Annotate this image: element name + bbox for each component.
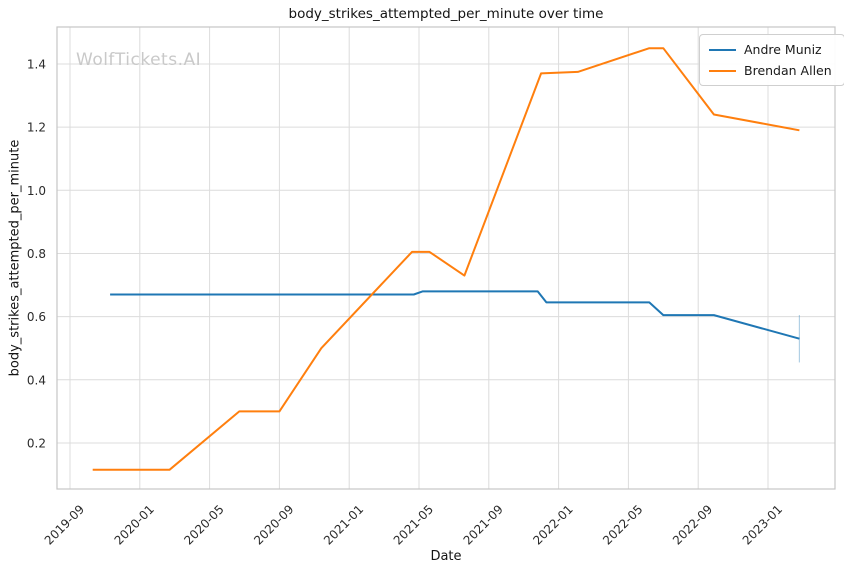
legend-line-swatch-blue — [709, 48, 736, 51]
y-tick-label: 0.4 — [27, 373, 46, 387]
x-axis-label: Date — [430, 549, 462, 564]
y-tick-label: 0.8 — [27, 247, 46, 261]
legend: Andre Muniz Brendan Allen — [699, 34, 844, 86]
legend-line-swatch-orange — [709, 69, 736, 72]
y-tick-label: 0.2 — [27, 436, 46, 450]
series-line-andre-muniz — [110, 290, 800, 340]
legend-label: Andre Muniz — [744, 42, 822, 57]
y-tick-label: 1.0 — [27, 184, 46, 198]
y-axis-label: body_strikes_attempted_per_minute — [7, 139, 23, 377]
plot-border — [56, 26, 836, 490]
watermark: WolfTickets.AI — [76, 50, 202, 70]
legend-item-brendan-allen: Brendan Allen — [709, 63, 832, 78]
y-tick-label: 0.6 — [27, 310, 46, 324]
chart-title: body_strikes_attempted_per_minute over t… — [288, 6, 604, 22]
y-tick-label: 1.2 — [27, 121, 46, 135]
series-line-brendan-allen — [92, 47, 800, 471]
y-tick-label: 1.4 — [27, 57, 46, 71]
legend-item-andre-muniz: Andre Muniz — [709, 42, 832, 57]
legend-label: Brendan Allen — [744, 63, 832, 78]
